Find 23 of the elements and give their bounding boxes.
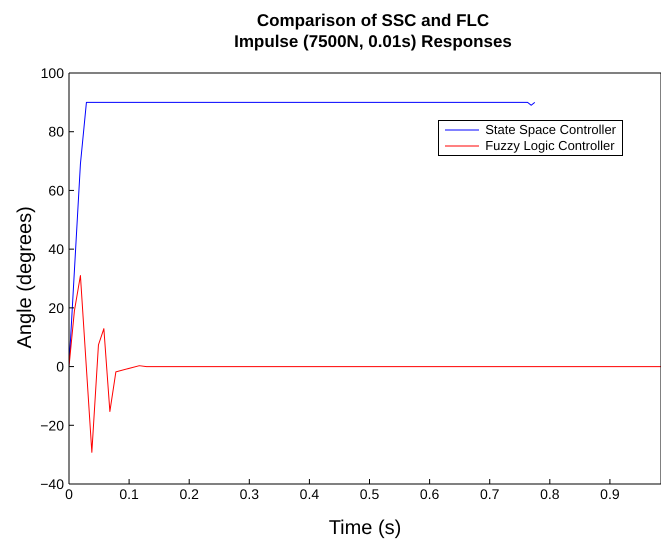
x-tick-label: 0.1 (119, 486, 140, 502)
line-series (69, 275, 661, 453)
x-tick-label: 0.2 (179, 486, 200, 502)
y-tick-label: 0 (56, 358, 64, 375)
y-tick-label: −20 (40, 417, 64, 434)
y-tick-label: 80 (48, 124, 64, 140)
legend-label: State Space Controller (485, 122, 616, 138)
y-tick-label: 40 (48, 241, 64, 258)
x-tick-label: 0.6 (420, 486, 440, 502)
y-tick-label: 100 (40, 64, 64, 81)
x-axis-title: Time (s) (328, 517, 402, 539)
y-tick-label: 20 (48, 300, 64, 316)
y-tick-label: −40 (40, 476, 64, 492)
x-tick-label: 0.7 (480, 486, 500, 502)
x-tick-label: 0.3 (240, 486, 260, 502)
y-tick-label: 60 (48, 182, 64, 198)
x-tick-label: 0.4 (300, 486, 320, 502)
x-tick-label: 0.9 (600, 486, 620, 502)
chart-title: Comparison of SSC and FLC Impulse (7500N, 0.01s) Responses (233, 10, 513, 52)
x-tick-label: 0.5 (360, 486, 380, 502)
y-axis-title: Angle (degrees) (14, 206, 36, 348)
legend-label: Fuzzy Logic Controller (485, 138, 615, 154)
x-tick-label: 0.8 (540, 486, 560, 502)
